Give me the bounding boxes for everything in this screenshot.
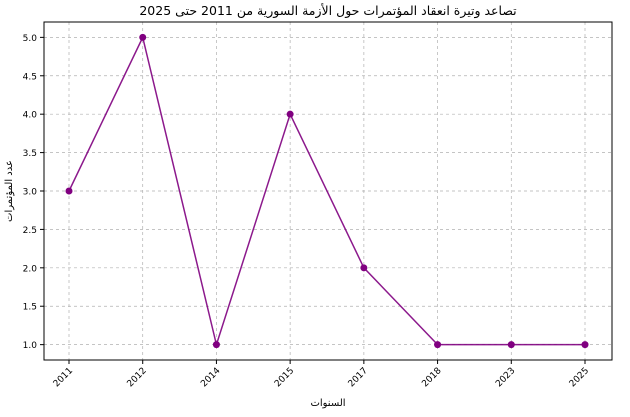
data-point — [507, 341, 515, 349]
data-point — [139, 33, 147, 41]
y-tick-label: 4.0 — [23, 111, 38, 121]
x-tick-label: 2018 — [420, 366, 443, 389]
series-line — [68, 35, 585, 348]
x-tick-label: 2025 — [568, 366, 591, 389]
y-tick-label: 5.0 — [23, 34, 38, 44]
x-axis-label: السنوات — [310, 398, 345, 409]
y-tick-label: 2.5 — [23, 226, 37, 236]
y-tick-label: 1.5 — [23, 303, 37, 313]
y-axis-label: عدد المؤتمرات — [4, 160, 15, 222]
x-tick-label: 2015 — [273, 366, 296, 389]
x-tick-label: 2011 — [52, 366, 75, 389]
data-point — [434, 341, 442, 349]
chart-title: تصاعد وتيرة انعقاد المؤتمرات حول الأزمة … — [139, 3, 517, 19]
data-point — [360, 264, 368, 272]
data-point — [212, 341, 220, 349]
plot-frame — [43, 21, 613, 361]
y-tick-label: 4.5 — [23, 72, 37, 82]
x-tick-label: 2023 — [494, 366, 517, 389]
y-tick-label: 3.0 — [23, 188, 38, 198]
y-tick-label: 3.5 — [23, 149, 37, 159]
x-tick-label: 2017 — [347, 366, 370, 389]
data-point — [581, 341, 589, 349]
y-tick-label: 1.0 — [23, 341, 38, 351]
data-point — [286, 110, 294, 118]
y-tick-label: 2.0 — [23, 264, 38, 274]
x-tick-label: 2014 — [199, 366, 222, 389]
data-point — [65, 187, 73, 195]
x-tick-label: 2012 — [126, 366, 149, 389]
